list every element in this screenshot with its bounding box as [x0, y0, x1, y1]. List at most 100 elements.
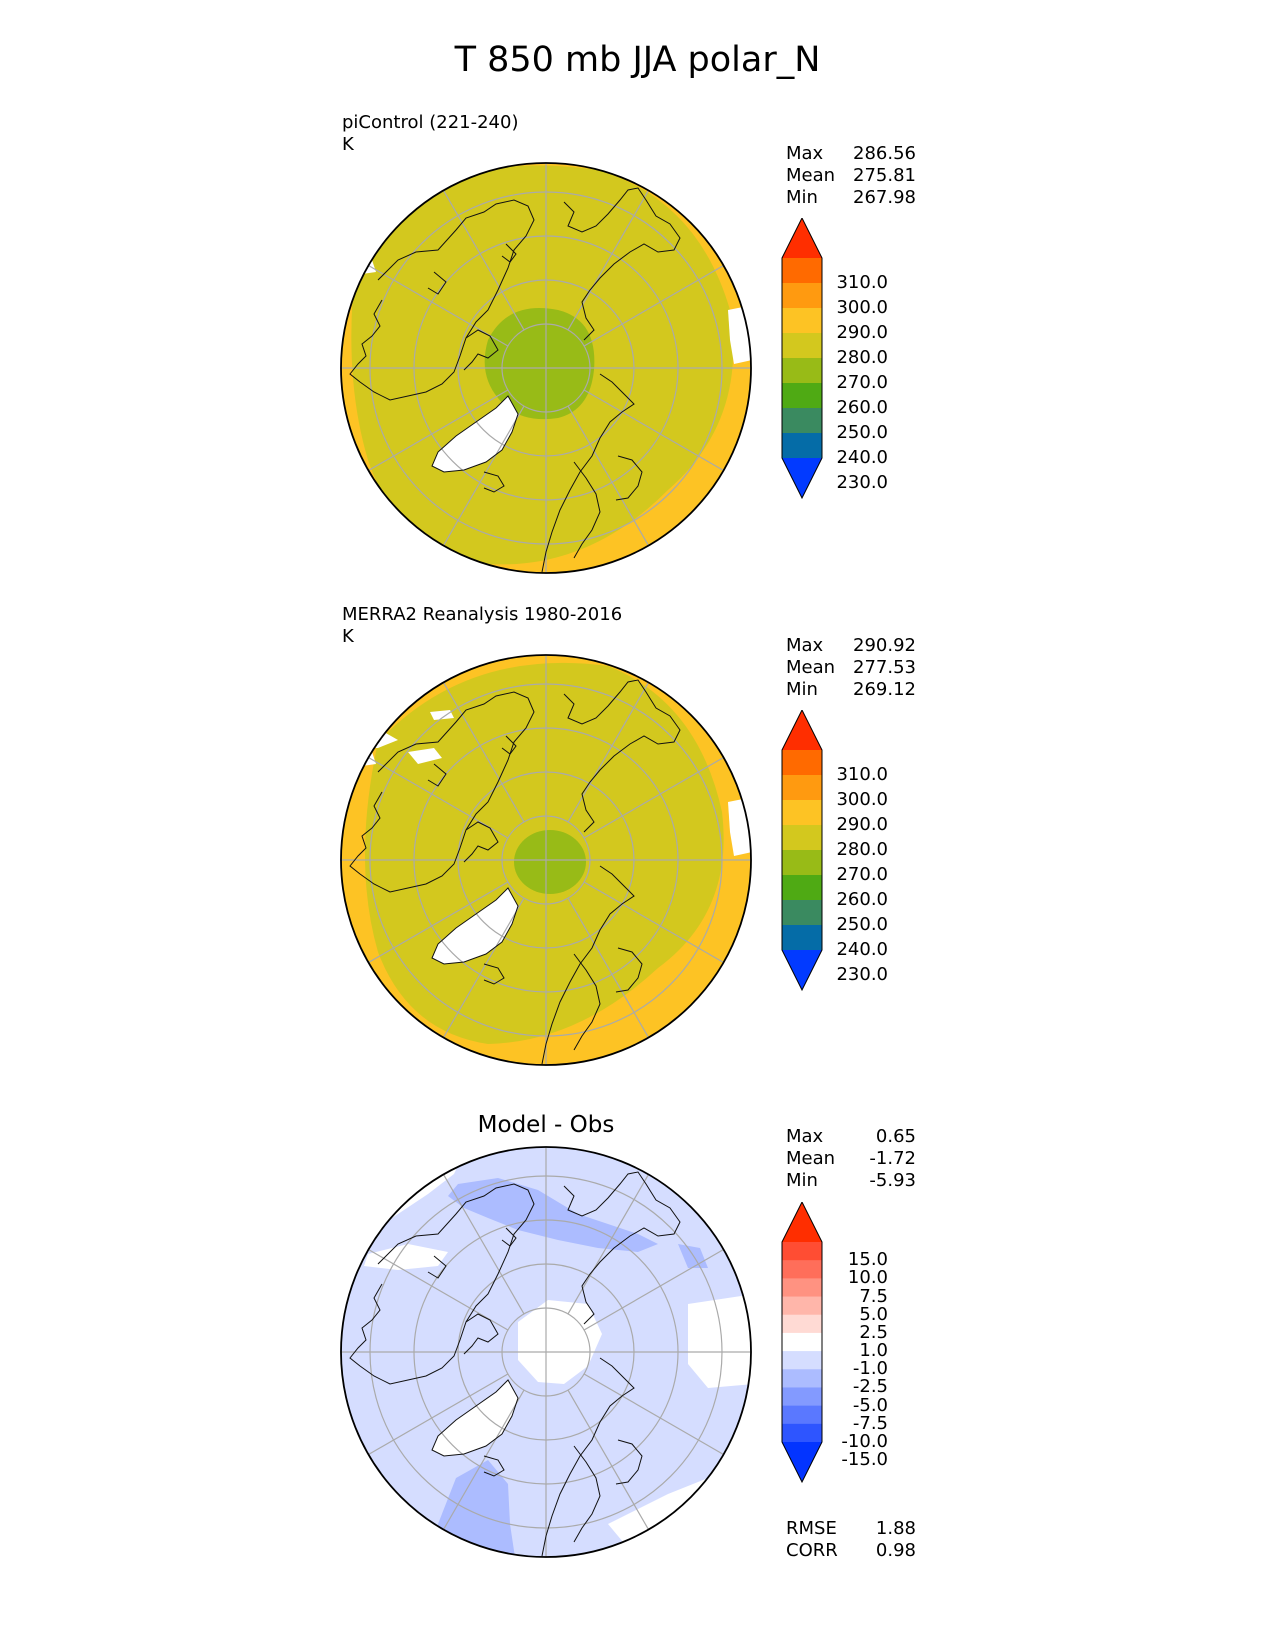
coastline [615, 947, 643, 993]
colorbar-segment [782, 800, 822, 826]
stat-name: Mean [786, 165, 836, 186]
colorbar-segment [782, 1351, 822, 1370]
stat-name: CORR [786, 1540, 838, 1561]
stat-row: CORR 0.98 [786, 1540, 916, 1562]
colorbar-tick-label: -5.0 [852, 1394, 888, 1416]
stat-value: 0.98 [875, 1540, 916, 1561]
stat-row: Max 290.92 [786, 635, 916, 657]
longitude-gridline [368, 389, 509, 472]
coastline [501, 735, 517, 755]
colorbar-tick-label: 300.0 [836, 297, 888, 318]
map-field [341, 1147, 751, 1557]
coastline [501, 243, 517, 263]
greenland-coastline [431, 887, 519, 965]
colorbar-tick-label: 270.0 [836, 372, 888, 393]
colorbar-segment [782, 308, 822, 334]
longitude-gridline [583, 1373, 724, 1456]
colorbar-extend-max [782, 710, 822, 750]
coastline [427, 271, 447, 295]
stat-value: 290.92 [853, 635, 916, 656]
missing-data [518, 1300, 602, 1384]
colorbar-tick-label: 300.0 [836, 789, 888, 810]
longitude-gridline [368, 264, 509, 347]
stat-name: Min [786, 187, 818, 208]
stat-row: Mean -1.72 [786, 1148, 916, 1170]
longitude-gridline [442, 190, 525, 331]
longitude-gridline [567, 190, 650, 331]
coastline [541, 1357, 635, 1557]
coastline [427, 763, 447, 787]
stat-name: Mean [786, 1148, 836, 1169]
colorbar-segment [782, 775, 822, 801]
coastline [349, 199, 535, 401]
greenland-coastline [431, 1379, 519, 1457]
stat-value: 286.56 [853, 143, 916, 164]
coastline [463, 821, 499, 863]
colorbar-tick-label: -7.5 [852, 1412, 888, 1434]
difference-map [340, 1146, 752, 1558]
colorbar-tick-label: -1.0 [852, 1358, 888, 1380]
colorbar-segment [782, 358, 822, 384]
colorbar-tick-label: 1.0 [859, 1340, 888, 1362]
longitude-gridline [583, 389, 724, 472]
stat-value: 275.81 [853, 165, 916, 186]
longitude-gridline [567, 1389, 650, 1530]
longitude-gridline [567, 405, 650, 546]
colorbar-tick-label: 7.5 [859, 1285, 888, 1307]
stat-row: Mean 275.81 [786, 165, 916, 187]
longitude-gridline [567, 682, 650, 823]
stat-value: 277.53 [853, 657, 916, 678]
stat-name: Max [786, 635, 824, 656]
colorbar-extend-max [782, 1202, 822, 1242]
field-band-inner [514, 830, 586, 894]
colorbar-tick-label: 10.0 [847, 1267, 888, 1289]
coastline [615, 1439, 643, 1485]
colorbar-tick-label: 250.0 [836, 914, 888, 935]
stat-name: RMSE [786, 1518, 837, 1539]
missing-data [408, 748, 442, 764]
greenland-coastline [431, 395, 519, 473]
coastline [563, 1171, 681, 1325]
longitude-gridline [583, 264, 724, 347]
reference-name: MERRA2 Reanalysis 1980-2016 [342, 604, 623, 625]
coastline [463, 1313, 499, 1355]
longitude-gridline [583, 1248, 724, 1331]
stat-row: RMSE 1.88 [786, 1518, 916, 1540]
stat-value: 0.65 [875, 1126, 916, 1147]
colorbar-segment [782, 1332, 822, 1352]
longitude-gridline [368, 1248, 509, 1331]
colorbar-segment [782, 1405, 822, 1425]
colorbar-segment [782, 925, 822, 951]
colorbar-outline [781, 1202, 823, 1484]
colorbar-segment [782, 825, 822, 851]
reference-colorbar [781, 710, 823, 992]
longitude-gridline [583, 756, 724, 839]
test-stats: Max 286.56 Mean 275.81 Min 267.98 [786, 143, 916, 209]
stat-value: 269.12 [853, 679, 916, 700]
coastline [573, 1445, 601, 1543]
colorbar-tick-label: 250.0 [836, 422, 888, 443]
figure-title: T 850 mb JJA polar_N [454, 40, 821, 80]
colorbar-tick-label: 230.0 [836, 472, 888, 493]
stat-value: 1.88 [875, 1518, 916, 1539]
colorbar-segment [782, 408, 822, 434]
stat-row: Mean 277.53 [786, 657, 916, 679]
stat-name: Min [786, 679, 818, 700]
stat-row: Min -5.93 [786, 1170, 916, 1192]
coastline [483, 963, 505, 985]
stat-row: Min 267.98 [786, 187, 916, 209]
longitude-gridline [442, 1174, 525, 1315]
colorbar-segment [782, 1423, 822, 1443]
colorbar-segment [782, 1314, 822, 1334]
field-band-inner [484, 308, 595, 420]
stat-value: 267.98 [853, 187, 916, 208]
colorbar-tick-label: 15.0 [847, 1249, 888, 1271]
colorbar-outline [781, 218, 823, 500]
reference-stats: Max 290.92 Mean 277.53 Min 269.12 [786, 635, 916, 701]
colorbar-segment [782, 1387, 822, 1407]
map-boundary [340, 654, 752, 1066]
test-label: piControl (221-240) K [342, 112, 518, 156]
colorbar-segment [782, 750, 822, 776]
colorbar-segment [782, 333, 822, 359]
coastline [349, 691, 535, 893]
